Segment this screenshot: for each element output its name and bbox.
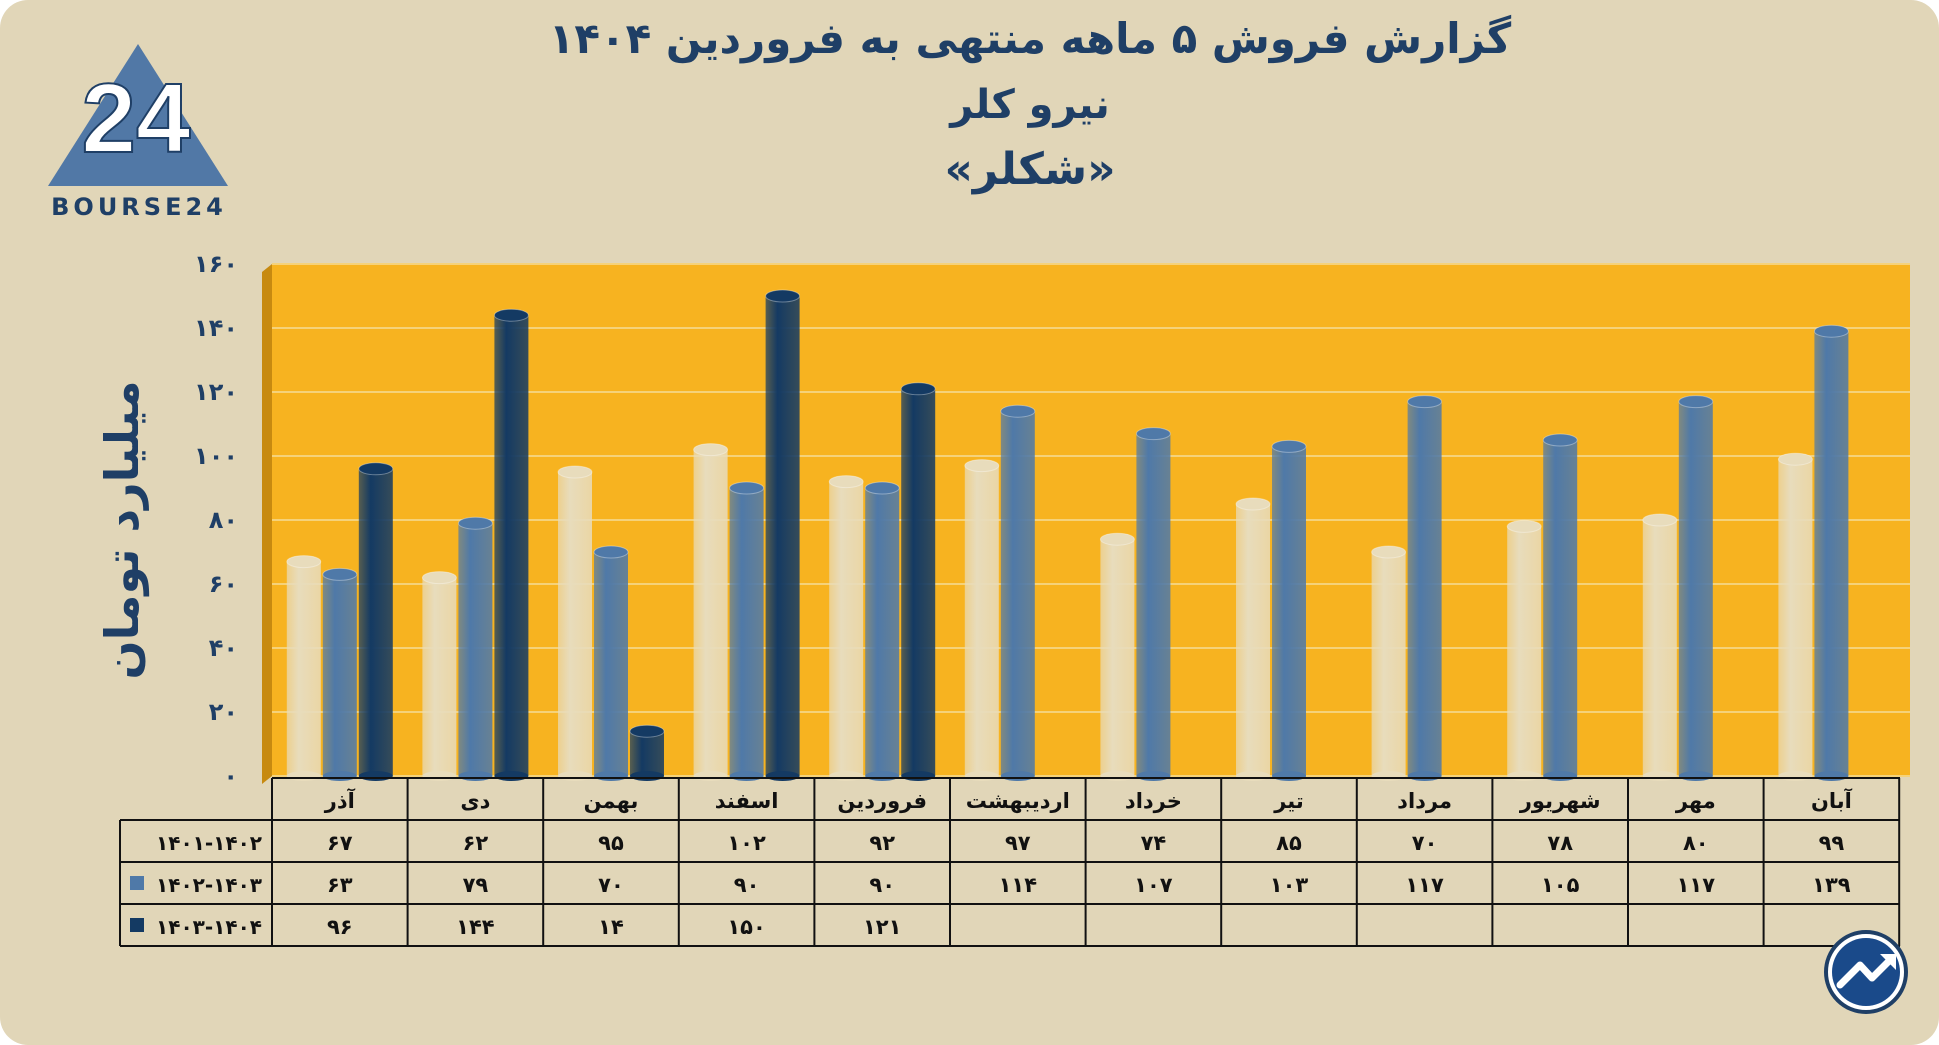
title-line-3: «شکلر» (944, 144, 1116, 195)
category-label: تیر (1273, 789, 1304, 813)
category-label: مهر (1675, 789, 1716, 813)
category-label: دی (460, 789, 490, 813)
y-tick-label: ۶۰ (209, 570, 238, 598)
data-label: ۷۰ (1412, 831, 1438, 855)
legend-entry: ۱۴۰۳-۱۴۰۴ (156, 915, 262, 939)
category-label: مرداد (1397, 789, 1452, 813)
bar (1506, 519, 1542, 781)
data-label: ۱۵۰ (727, 915, 765, 939)
bar (629, 724, 665, 781)
y-tick-label: ۱۰۰ (194, 442, 238, 470)
logo-text: BOURSE24 (51, 193, 227, 221)
data-label: ۱۰۳ (1270, 873, 1309, 897)
data-label: ۸۵ (1276, 831, 1302, 855)
category-label: آذر (324, 788, 356, 813)
bar (1271, 439, 1307, 781)
bar (1000, 404, 1036, 781)
y-tick-label: ۰ (223, 762, 238, 790)
y-tick-label: ۱۲۰ (194, 378, 238, 406)
plot-side-wall (262, 264, 272, 784)
data-label: ۱۱۴ (999, 873, 1038, 897)
bar (1407, 395, 1443, 781)
data-label: ۹۲ (869, 831, 895, 855)
y-tick-label: ۱۴۰ (194, 314, 238, 342)
logo-mark: 24 (81, 63, 190, 173)
data-label: ۹۰ (734, 873, 760, 897)
category-label: فروردین (837, 789, 927, 813)
data-label: ۱۴ (598, 915, 624, 939)
bar (693, 443, 729, 781)
category-label: اسفند (715, 789, 779, 813)
bar (421, 571, 457, 781)
bar (1542, 433, 1578, 781)
data-label: ۱۰۷ (1134, 873, 1173, 897)
y-tick-label: ۲۰ (209, 698, 238, 726)
bar (864, 481, 900, 781)
y-tick-label: ۸۰ (209, 506, 238, 534)
bar (729, 481, 765, 781)
bar (557, 465, 593, 781)
data-label: ۸۰ (1683, 831, 1709, 855)
title-line-2: نیرو کلر (950, 82, 1110, 128)
category-label: اردیبهشت (966, 789, 1070, 813)
bar (1099, 532, 1135, 781)
data-label: ۱۱۷ (1405, 873, 1444, 897)
category-label: خرداد (1125, 789, 1182, 813)
data-label: ۶۲ (463, 831, 489, 855)
data-label: ۱۲۱ (863, 915, 901, 939)
data-label: ۶۷ (327, 831, 353, 855)
bar (828, 475, 864, 781)
bar (1371, 545, 1407, 781)
bar (358, 462, 394, 781)
bar (1642, 513, 1678, 781)
data-label: ۱۱۷ (1677, 873, 1716, 897)
category-label: بهمن (584, 789, 639, 813)
bar (1235, 497, 1271, 781)
category-label: آبان (1811, 788, 1853, 813)
data-label: ۹۵ (598, 831, 624, 855)
data-label: ۷۸ (1547, 831, 1573, 855)
y-tick-label: ۴۰ (209, 634, 238, 662)
data-label: ۷۴ (1141, 831, 1167, 855)
bar (1678, 395, 1714, 781)
bar (1777, 452, 1813, 781)
data-label: ۱۳۹ (1812, 873, 1851, 897)
data-label: ۶۳ (327, 873, 353, 897)
bar (457, 516, 493, 781)
data-label: ۹۷ (1005, 831, 1031, 855)
triangle-logo-icon: 24 (48, 44, 228, 186)
bar (322, 567, 358, 781)
bar (1813, 324, 1849, 781)
legend-entry: ۱۴۰۲-۱۴۰۳ (156, 873, 262, 897)
title-line-1: گزارش فروش ۵ ماهه منتهی به فروردین ۱۴۰۴ (548, 14, 1512, 63)
data-label: ۱۴۴ (456, 915, 495, 939)
data-label: ۷۰ (598, 873, 624, 897)
data-label: ۱۰۲ (727, 831, 766, 855)
legend-swatch (130, 876, 144, 890)
bar (593, 545, 629, 781)
legend-swatch (130, 918, 144, 932)
data-label: ۹۶ (327, 915, 353, 939)
bar (900, 382, 936, 781)
category-label: شهریور (1519, 789, 1601, 813)
bar (765, 289, 801, 781)
bar (493, 308, 529, 781)
data-label: ۷۹ (463, 873, 489, 897)
legend-entry: ۱۴۰۱-۱۴۰۲ (156, 831, 262, 855)
y-tick-label: ۱۶۰ (194, 250, 238, 278)
data-label: ۱۰۵ (1541, 873, 1580, 897)
data-label: ۹۹ (1819, 831, 1845, 855)
bar (1135, 427, 1171, 781)
bar (964, 459, 1000, 781)
bar (286, 555, 322, 781)
data-label: ۹۰ (869, 873, 895, 897)
